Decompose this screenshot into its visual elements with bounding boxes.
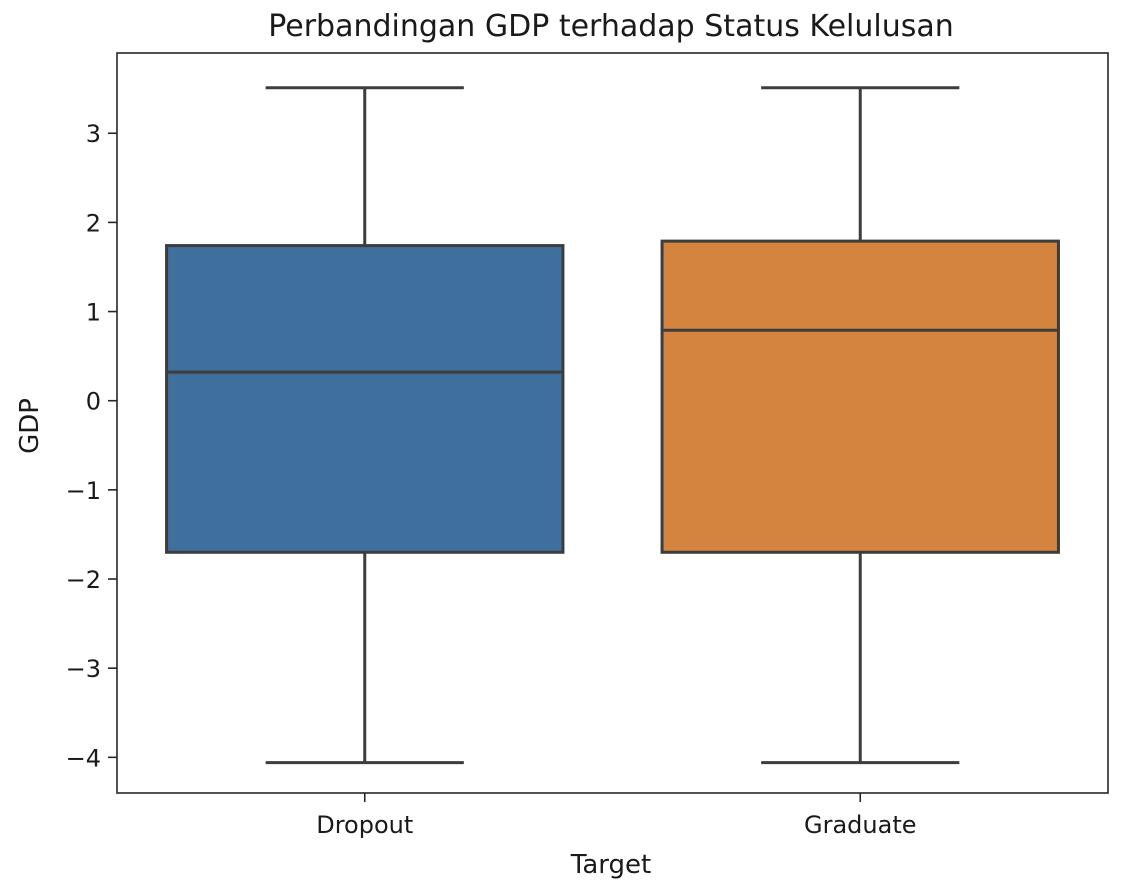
- plot-frame: [116, 52, 1109, 794]
- y-tick-label: 1: [86, 299, 101, 327]
- box-group-graduate: [660, 86, 1060, 765]
- iqr-box: [660, 239, 1060, 554]
- y-tick-label: −1: [66, 477, 101, 505]
- plot-area: [165, 86, 1060, 765]
- box-group-dropout: [165, 86, 565, 765]
- y-tick-label: 2: [86, 209, 101, 237]
- x-tick-label: Dropout: [316, 811, 413, 839]
- y-tick-label: 3: [86, 120, 101, 148]
- iqr-box: [165, 244, 565, 554]
- y-tick-label: −2: [66, 566, 101, 594]
- y-axis-label: GDP: [15, 398, 45, 454]
- y-tick-label: 0: [86, 388, 101, 416]
- y-tick-label: −4: [66, 744, 101, 772]
- x-tick-label: Graduate: [804, 811, 917, 839]
- x-axis-label: Target: [570, 850, 651, 880]
- chart-title: Perbandingan GDP terhadap Status Kelulus…: [268, 9, 954, 44]
- y-tick-label: −3: [66, 655, 101, 683]
